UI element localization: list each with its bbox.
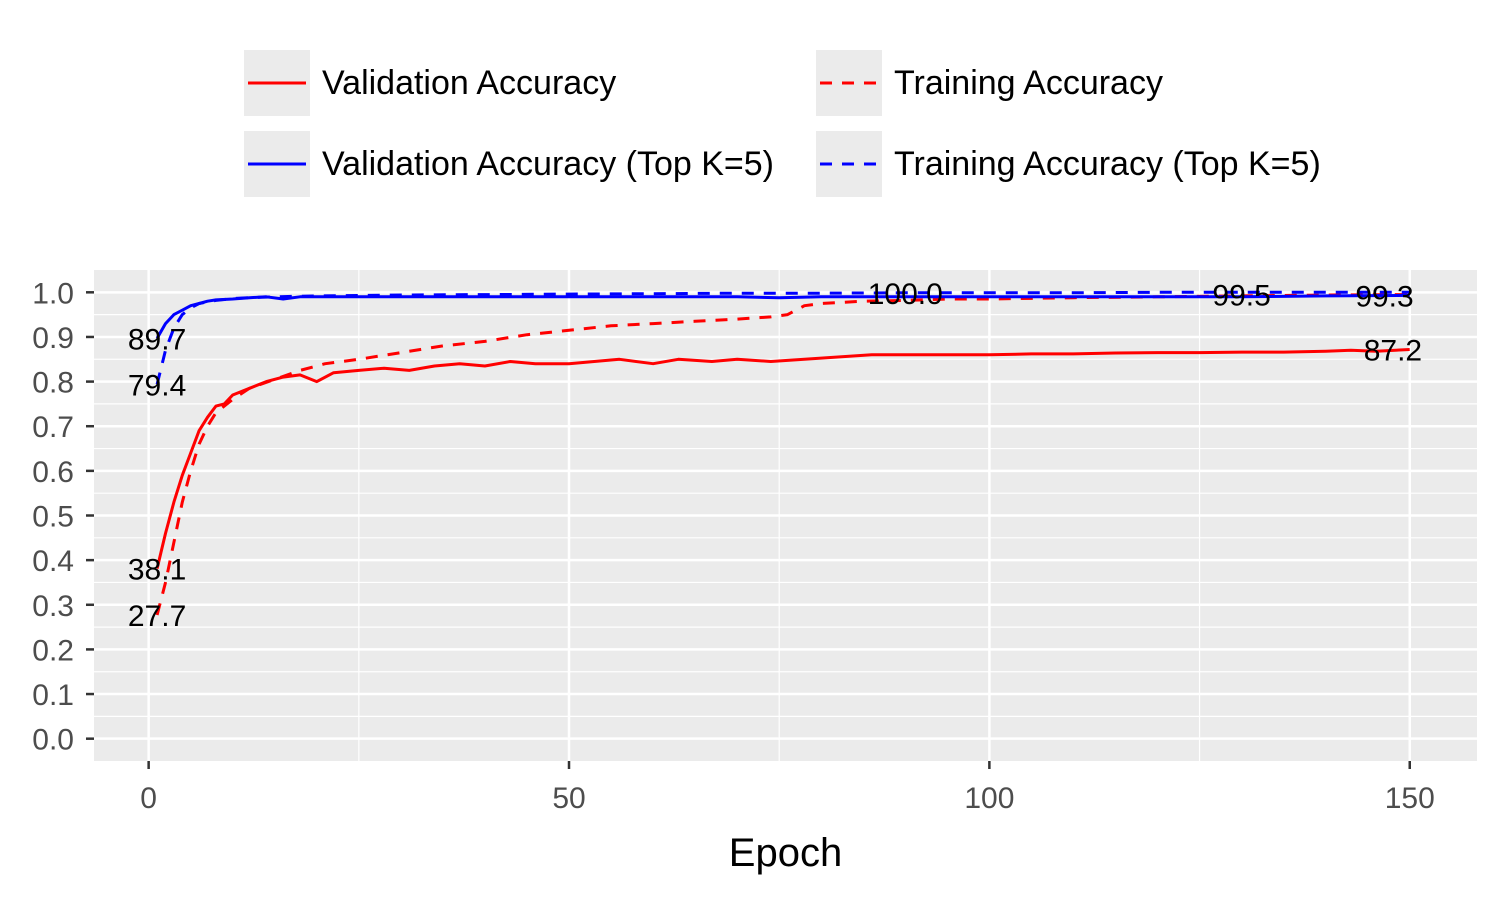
legend-label: Validation Accuracy xyxy=(322,63,617,102)
data-label: 99.3 xyxy=(1355,280,1413,313)
y-tick-label: 0.9 xyxy=(32,322,74,355)
annotation-layer: 89.7 79.4 38.1 27.7 100.0 99.5 99.3 87.2 xyxy=(128,278,1422,633)
y-tick-label: 0.6 xyxy=(32,456,74,489)
data-label: 87.2 xyxy=(1364,334,1422,367)
legend-key-dashed-blue xyxy=(816,131,882,197)
y-tick-label: 1.0 xyxy=(32,277,74,310)
data-label: 79.4 xyxy=(128,369,186,402)
legend: Validation Accuracy Training Accuracy Va… xyxy=(0,0,1500,220)
legend-item-validation-accuracy-topk: Validation Accuracy (Top K=5) xyxy=(244,130,774,198)
legend-label: Training Accuracy (Top K=5) xyxy=(894,144,1321,183)
legend-key-solid-red xyxy=(244,50,310,116)
x-tick-label: 50 xyxy=(552,782,585,815)
y-tick-label: 0.4 xyxy=(32,545,74,578)
legend-label: Training Accuracy xyxy=(894,63,1163,102)
x-tick-label: 100 xyxy=(964,782,1014,815)
series-line-0 xyxy=(155,348,1410,569)
axes: 0 50 100 150 0.0 0.1 0.2 0.3 0.4 0.5 0.6 0.7 0.8 0.9 1… xyxy=(32,277,1434,815)
y-tick-label: 0.7 xyxy=(32,411,74,444)
y-tick-label: 0.8 xyxy=(32,367,74,400)
legend-item-training-accuracy: Training Accuracy xyxy=(816,49,1163,117)
legend-item-validation-accuracy: Validation Accuracy xyxy=(244,49,616,117)
data-label: 38.1 xyxy=(128,554,186,587)
series-layer xyxy=(155,290,1410,616)
legend-key-solid-blue xyxy=(244,131,310,197)
data-label: 89.7 xyxy=(128,323,186,356)
series-line-3 xyxy=(155,290,1410,385)
data-label: 27.7 xyxy=(128,600,186,633)
x-axis-title: Epoch xyxy=(729,831,842,875)
major-gridlines xyxy=(94,270,1477,761)
y-tick-label: 0.2 xyxy=(32,634,74,667)
x-tick-label: 150 xyxy=(1385,782,1435,815)
y-tick-label: 0.5 xyxy=(32,501,74,534)
x-tick-label: 0 xyxy=(140,782,157,815)
data-label: 99.5 xyxy=(1212,280,1270,313)
y-tick-label: 0.0 xyxy=(32,724,74,757)
legend-label: Validation Accuracy (Top K=5) xyxy=(322,144,774,183)
legend-key-dashed-red xyxy=(816,50,882,116)
y-tick-label: 0.3 xyxy=(32,590,74,623)
y-tick-label: 0.1 xyxy=(32,679,74,712)
data-label: 100.0 xyxy=(868,278,943,311)
legend-item-training-accuracy-topk: Training Accuracy (Top K=5) xyxy=(816,130,1321,198)
series-line-1 xyxy=(155,293,1410,616)
minor-gridlines xyxy=(94,270,1477,761)
